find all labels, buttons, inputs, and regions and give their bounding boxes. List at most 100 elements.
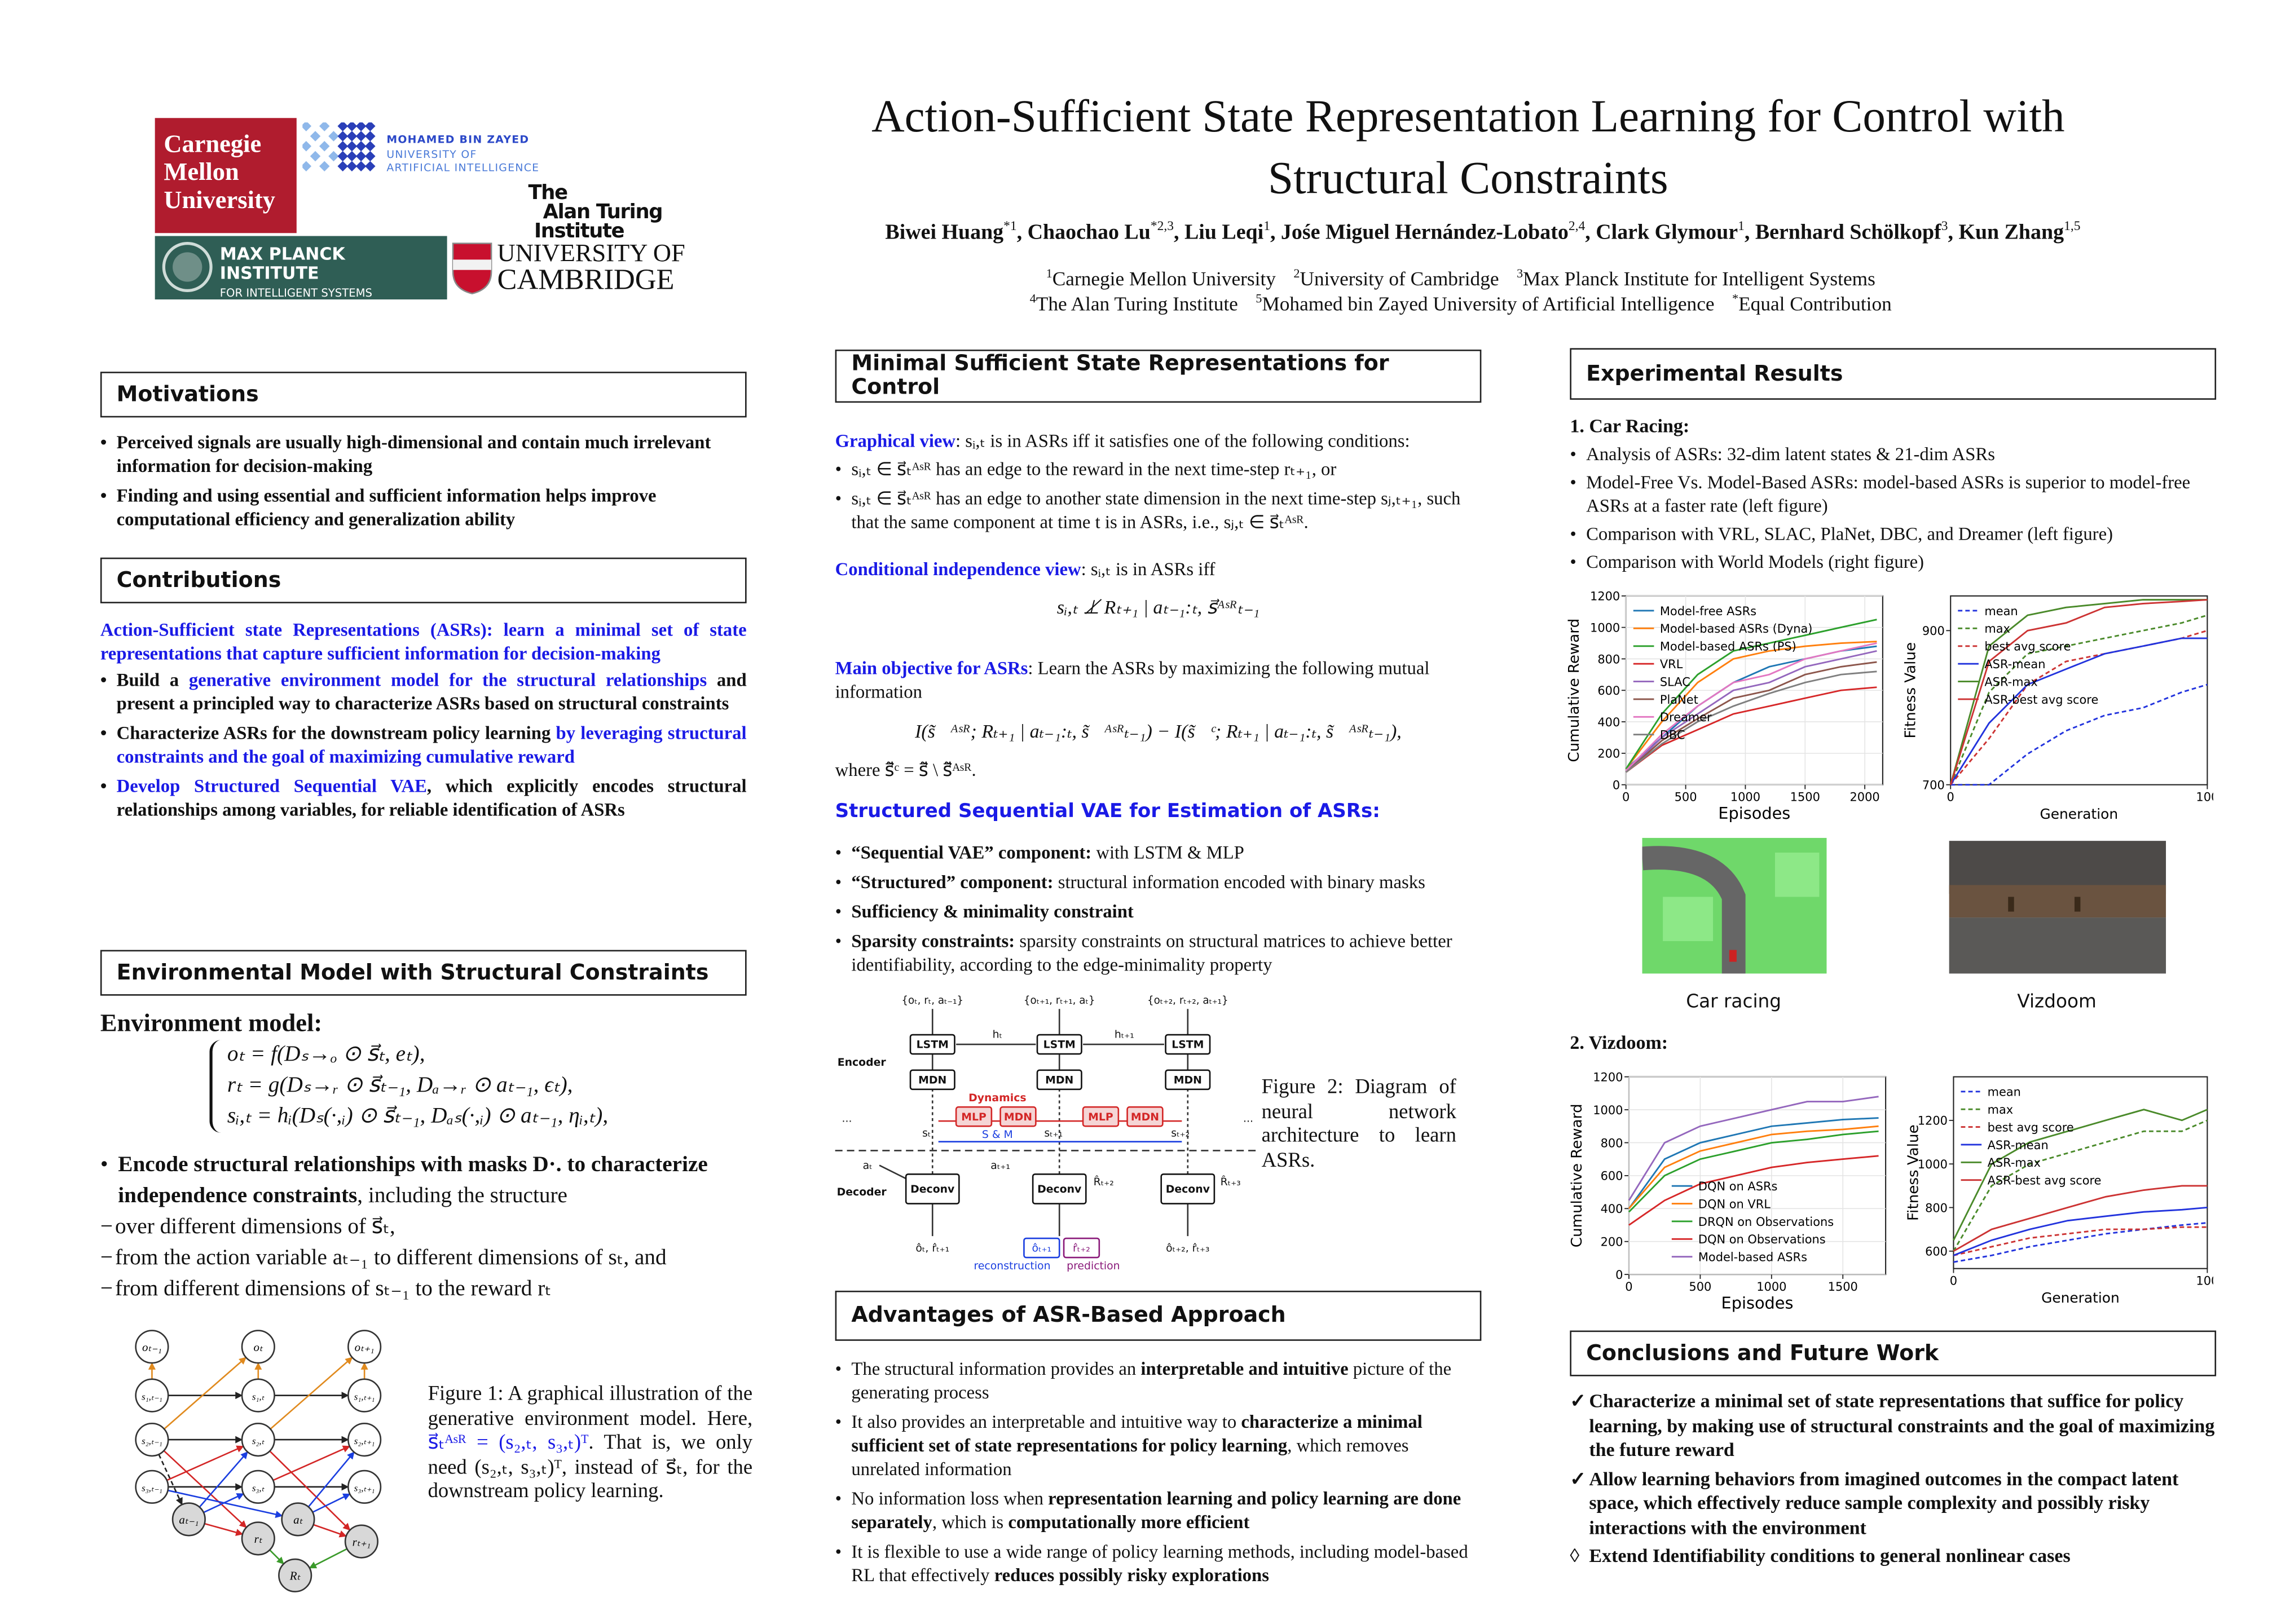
title-line: Structural Constraints: [1268, 152, 1668, 204]
image-caption: Vizdoom: [2017, 990, 2097, 1012]
text-run: , which removes unrelated information: [851, 1435, 1409, 1480]
diagram-label: Encoder: [838, 1057, 887, 1069]
dot: [355, 121, 367, 131]
diagram-label: ôₜ₊₁: [1032, 1243, 1052, 1255]
section-header: Motivations: [100, 372, 747, 418]
text-run: Figure 1: A graphical illustration of th…: [428, 1383, 753, 1431]
image-caption: Car racing: [1645, 990, 1822, 1012]
edge: [166, 1445, 244, 1481]
series-line: [1628, 1125, 1879, 1210]
block: [905, 1173, 960, 1204]
x-tick-label: 500: [1675, 790, 1697, 804]
series-line: [1625, 641, 1877, 770]
logo-text: Mellon: [164, 157, 239, 186]
legend-label: DBC: [1660, 729, 1685, 742]
dot: [346, 151, 358, 162]
bullet-list: The structural information provides an i…: [835, 1357, 1482, 1587]
figure1: oₜ₋₁ oₜ oₜ₊₁ s₁,ₜ₋₁ s₁,ₜ s₁,ₜ₊₁ s₂,ₜ₋₁ s₂,ₜ s₂,ₜ…: [125, 1325, 435, 1597]
series-line: [1953, 1222, 2208, 1263]
block: [1160, 1173, 1216, 1204]
bullet-item: Model-Free Vs. Model-Based ASRs: model-b…: [1570, 470, 2216, 518]
node: [347, 1330, 382, 1364]
subheading: 1. Car Racing:: [1570, 414, 1690, 437]
legend-label: SLAC: [1660, 675, 1690, 689]
node: [241, 1469, 275, 1504]
bullet-item: Comparison with VRL, SLAC, PlaNet, DBC, …: [1570, 522, 2216, 546]
diagram-label: hₜ: [993, 1029, 1002, 1040]
diagram-label: Deconv: [1166, 1184, 1210, 1195]
dot: [328, 151, 339, 162]
diagram-label: sₜ₊₁: [1044, 1128, 1063, 1140]
dot: [365, 131, 376, 142]
block: [1036, 1034, 1082, 1055]
block: [1036, 1069, 1082, 1091]
block: [1165, 1069, 1211, 1091]
paragraph: Graphical view: sᵢ,ₜ is in ASRs iff it s…: [835, 429, 1482, 453]
vizdoom-heading: 2. Vizdoom:: [1570, 1031, 2216, 1055]
bullet-item: Perceived signals are usually high-dimen…: [100, 431, 747, 478]
chart-box: 0 200 400 600 800 1000 1200 0 500 1000 1500 DQN on …: [1567, 1065, 1891, 1319]
node: [344, 1524, 378, 1559]
x-tick-label: 0: [1947, 790, 1954, 804]
text-run: : sᵢ,ₜ is in ASRs iff it satisfies one o…: [955, 430, 1410, 452]
dot: [355, 140, 367, 152]
dot: [365, 140, 376, 152]
dot: [346, 121, 358, 131]
x-tick-label: 0: [1950, 1274, 1957, 1287]
figure1-caption: Figure 1: A graphical illustration of th…: [428, 1384, 752, 1506]
text-run: by leveraging structural constraints and…: [116, 722, 747, 767]
section-header: Environmental Model with Structural Cons…: [100, 950, 747, 996]
cond-eq: sᵢ,ₜ ⊥̸ Rₜ₊₁ | aₜ₋₁:ₜ, s⃗ᴬˢᴿₜ₋₁: [835, 596, 1482, 620]
equation: sᵢ,ₜ ⊥̸ Rₜ₊₁ | aₜ₋₁:ₜ, s⃗ᴬˢᴿₜ₋₁: [1056, 595, 1260, 619]
edge: [199, 1451, 248, 1508]
bullet-item: No information loss when representation …: [835, 1487, 1482, 1534]
diagram-label: hₜ₊₁: [1115, 1029, 1134, 1040]
dash-text: over different dimensions of s⃗ₜ,: [115, 1215, 395, 1239]
image-caption: Vizdoom: [1968, 990, 2146, 1012]
dot: [310, 151, 321, 162]
logo-text: ARTIFICIAL INTELLIGENCE: [386, 161, 540, 174]
grass-patch: [1774, 852, 1820, 897]
block: [1165, 1034, 1211, 1055]
legend-label: Model-free ASRs: [1660, 604, 1756, 618]
y-tick-label: 700: [1922, 779, 1945, 792]
diagram-label: sₜ₊₂: [1171, 1128, 1190, 1140]
title: Action-Sufficient State Representation L…: [797, 86, 2139, 210]
subheading: Structured Sequential VAE for Estimation…: [835, 801, 1380, 823]
bullet-list: “Sequential VAE” component: with LSTM & …: [835, 841, 1482, 977]
bullet-item: Sparsity constraints: sparsity constrain…: [835, 929, 1482, 977]
node: [135, 1469, 169, 1504]
y-axis-label: Fitness Value: [1905, 1124, 1922, 1221]
cambridge-shield: [451, 242, 492, 295]
author-affil: *1: [1003, 218, 1017, 233]
node-label: Rₜ: [289, 1569, 301, 1583]
legend-label: PlaNet: [1660, 693, 1698, 707]
node-label: s₃,ₜ₊₁: [354, 1483, 375, 1494]
edge: [269, 1450, 351, 1531]
node-label: s₂,ₜ: [252, 1436, 265, 1446]
edge: [313, 1524, 347, 1538]
y-tick-label: 600: [1597, 684, 1620, 698]
affiliation-line: 1Carnegie Mellon University 2University o…: [826, 266, 2095, 292]
y-tick-label: 0: [1615, 1268, 1623, 1282]
dot: [301, 121, 312, 131]
text-run: characterize a minimal sufficient set of…: [851, 1411, 1423, 1456]
y-tick-label: 200: [1601, 1235, 1623, 1249]
diagram-label: Deconv: [1037, 1184, 1081, 1195]
seal: [162, 242, 213, 292]
diagram-label: {oₜ₊₁, rₜ₊₁, aₜ}: [1024, 995, 1095, 1007]
car-list: Analysis of ASRs: 32-dim latent states &…: [1570, 443, 2216, 579]
env-sub: Environment model:: [100, 1009, 747, 1038]
cmu-logo: Carnegie Mellon University: [155, 118, 297, 233]
obj-where: where s̃⃗ᶜ = s̃⃗ \ s̃⃗ᴬˢᴿ.: [835, 758, 1482, 782]
conclusion-text: Characterize a minimal set of state repr…: [1589, 1389, 2215, 1460]
dot: [365, 121, 376, 131]
logo-text: Carnegie: [164, 130, 262, 158]
architecture: {oₜ, rₜ, aₜ₋₁} {oₜ₊₁, rₜ₊₁, aₜ} {oₜ₊₂, rₜ₊…: [835, 995, 1260, 1272]
seal-inner: [173, 252, 202, 282]
author-sep: ,: [1948, 220, 1959, 245]
equation: where s̃⃗ᶜ = s̃⃗ \ s̃⃗ᴬˢᴿ.: [835, 760, 976, 780]
grass-patch: [1663, 897, 1714, 941]
edge: [272, 1445, 351, 1481]
